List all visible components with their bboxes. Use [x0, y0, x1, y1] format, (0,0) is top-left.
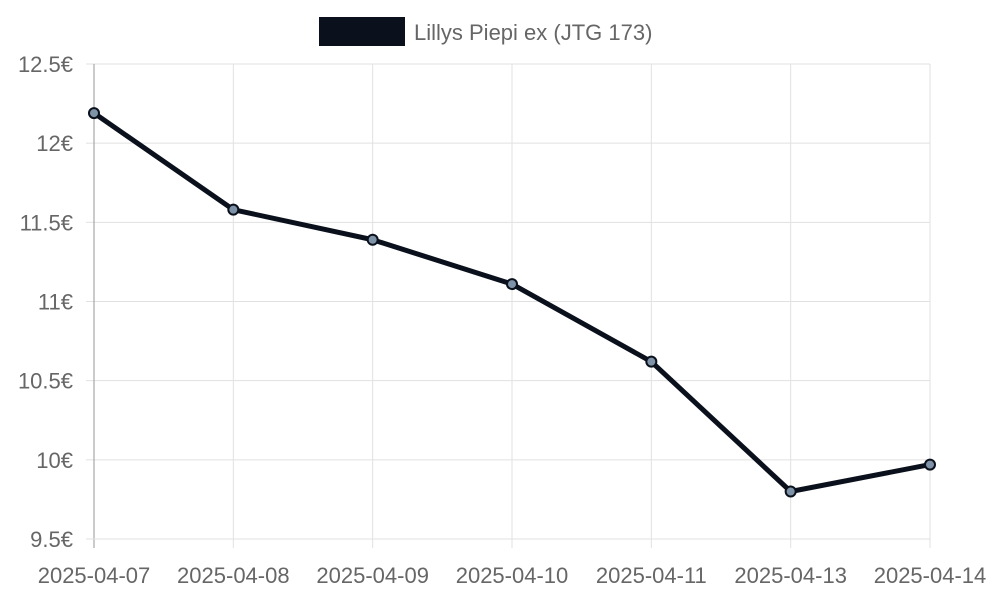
x-tick-label: 2025-04-09 [316, 563, 429, 588]
x-tick-label: 2025-04-13 [734, 563, 847, 588]
y-axis-ticks: 12.5€ 12€ 11.5€ 11€ 10.5€ 10€ 9.5€ [18, 52, 73, 552]
data-point[interactable] [924, 458, 936, 471]
y-tick-label: 11.5€ [20, 210, 73, 235]
x-tick-label: 2025-04-14 [874, 563, 987, 588]
x-tick-label: 2025-04-10 [456, 563, 569, 588]
y-tick-label: 10.5€ [18, 369, 73, 394]
axes [86, 64, 930, 548]
y-tick-label: 10€ [36, 448, 73, 473]
y-tick-label: 12€ [36, 131, 73, 156]
data-point[interactable] [366, 233, 379, 246]
legend[interactable]: Lillys Piepi ex (JTG 173) [319, 17, 652, 46]
data-point[interactable] [227, 203, 240, 216]
x-axis-ticks: 2025-04-07 2025-04-08 2025-04-09 2025-04-10… [38, 563, 987, 588]
x-tick-label: 2025-04-07 [38, 563, 151, 588]
data-point[interactable] [88, 107, 100, 120]
grid [86, 63, 931, 548]
x-tick-label: 2025-04-11 [596, 563, 707, 588]
data-point[interactable] [645, 355, 658, 368]
legend-label[interactable]: Lillys Piepi ex (JTG 173) [414, 20, 652, 45]
y-tick-label: 11€ [38, 290, 73, 315]
y-tick-label: 9.5€ [30, 527, 73, 552]
y-tick-label: 12.5€ [18, 52, 73, 77]
data-points [88, 107, 936, 498]
x-tick-label: 2025-04-08 [177, 563, 290, 588]
data-point[interactable] [506, 278, 518, 291]
data-point[interactable] [784, 485, 797, 498]
legend-swatch[interactable] [319, 17, 405, 46]
